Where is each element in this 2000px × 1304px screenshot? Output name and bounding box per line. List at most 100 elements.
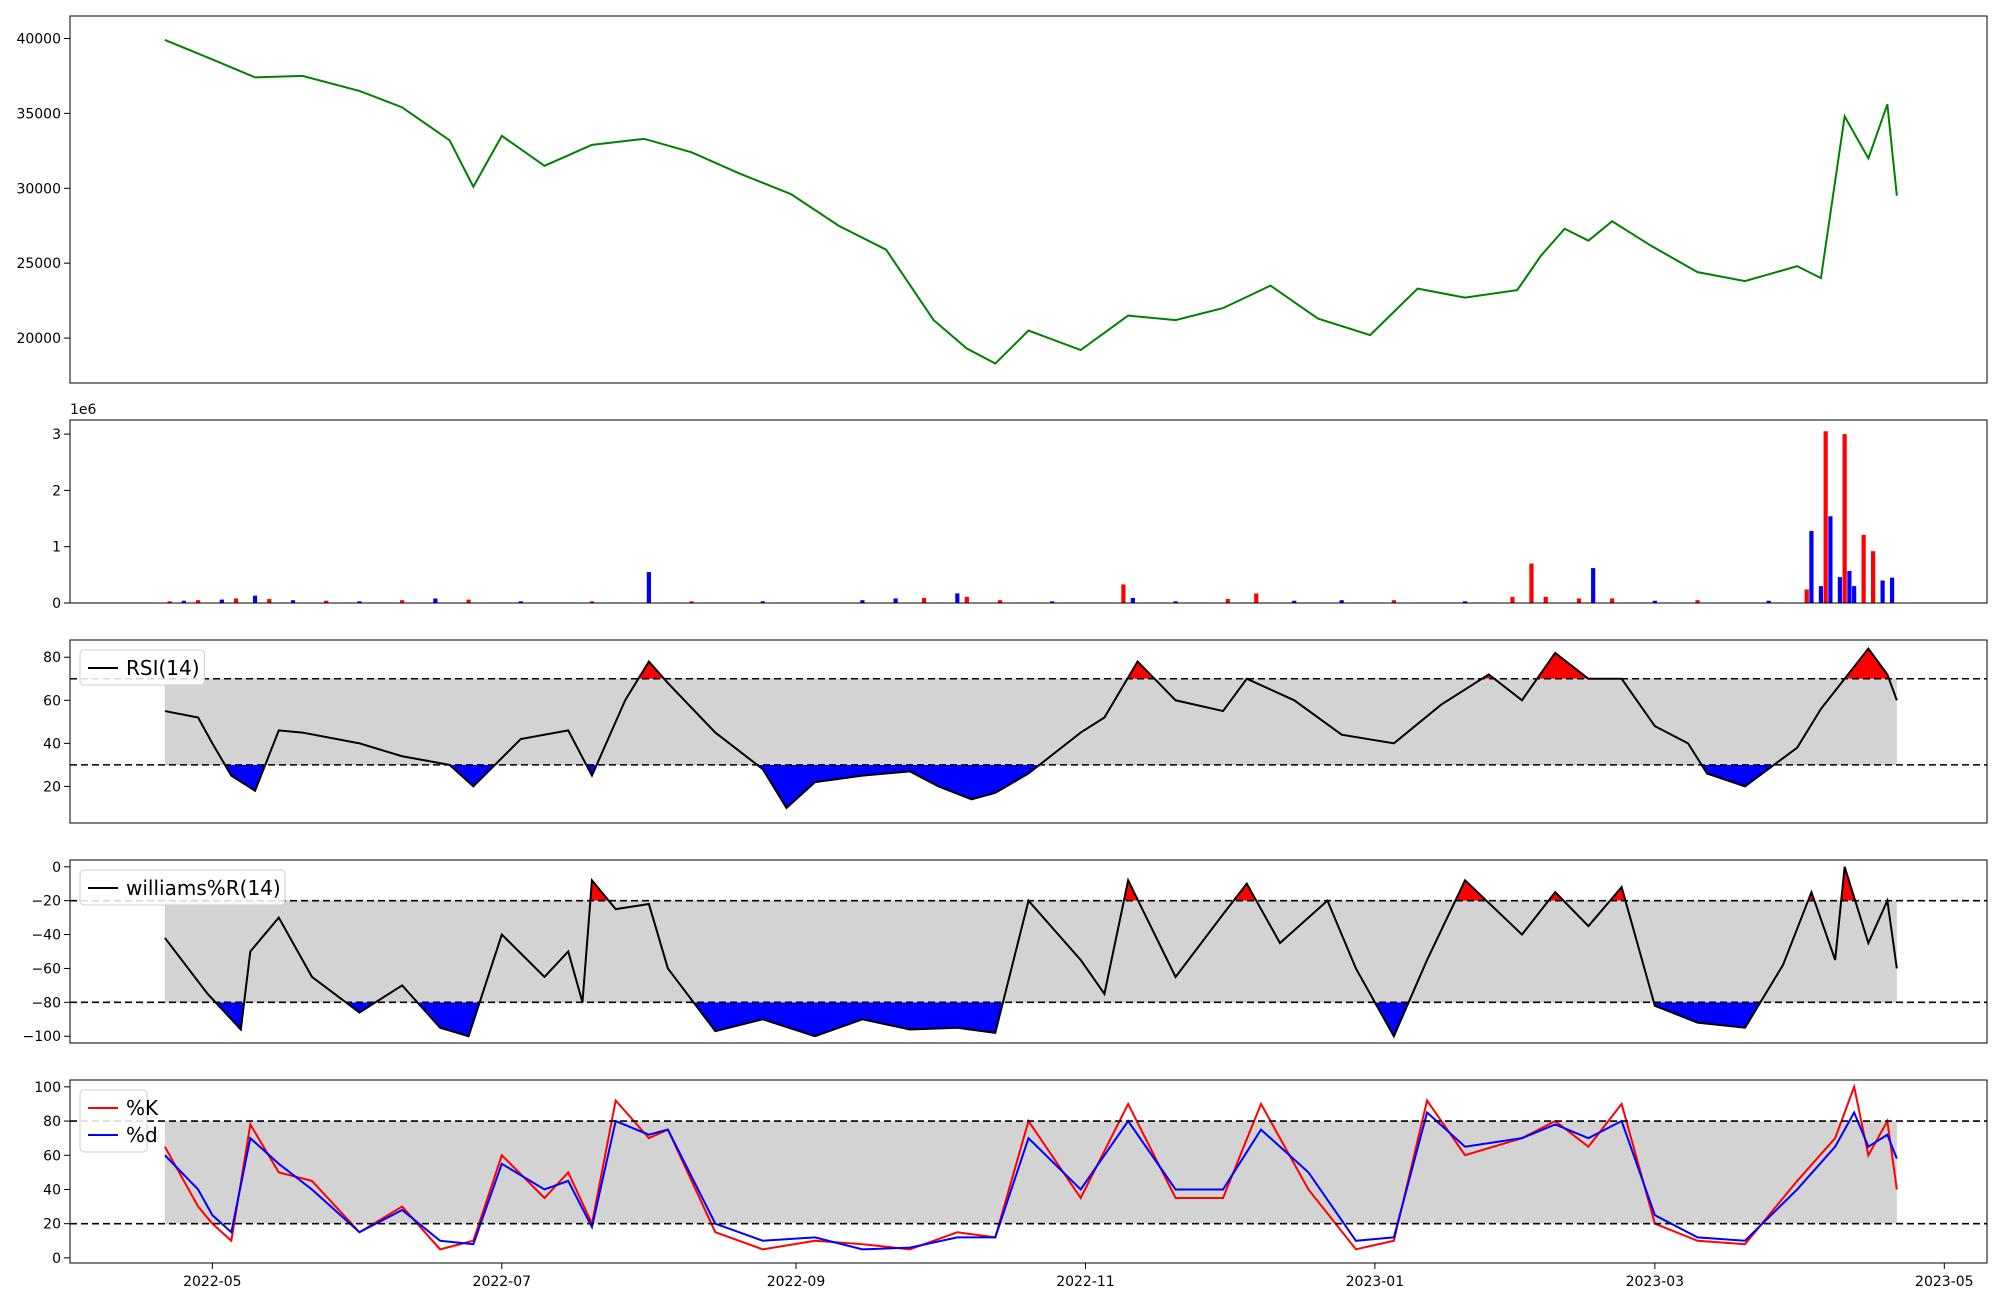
y-tick-label: −60	[31, 961, 61, 977]
legend-label: RSI(14)	[126, 656, 200, 680]
legend-label: %d	[126, 1123, 158, 1147]
legend-box	[79, 869, 286, 906]
volume-bar	[997, 600, 1003, 603]
y-tick-label: 80	[43, 650, 61, 666]
volume-bar	[1652, 600, 1657, 603]
volume-bar	[1842, 434, 1847, 603]
volume-bar	[400, 600, 405, 603]
volume-bar	[357, 601, 362, 603]
x-tick-label: 2022-09	[767, 1274, 826, 1290]
volume-bar	[219, 599, 224, 603]
axis-scale-label: 1e6	[70, 402, 97, 418]
volume-bar	[860, 600, 865, 603]
volume-bar	[955, 593, 960, 603]
panel-stochastic: 0 20 40 60 80 100 2022-05 2022-07 2022-09 2022-11…	[34, 1079, 1988, 1290]
volume-bar	[1695, 600, 1700, 603]
volume-bar	[518, 601, 523, 603]
overbought-fill	[638, 648, 1889, 679]
volume-bar	[646, 572, 651, 603]
volume-bar	[1804, 589, 1809, 603]
volume-bar	[466, 599, 471, 603]
oversold-fill	[215, 1002, 1761, 1037]
x-tick-label: 2023-03	[1626, 1274, 1685, 1290]
y-tick-label: −80	[31, 995, 61, 1011]
threshold-band	[164, 900, 1897, 1003]
volume-bar	[1339, 600, 1344, 603]
volume-bar	[1591, 568, 1596, 603]
x-tick-label: 2023-05	[1915, 1274, 1974, 1290]
y-tick-label: 1	[52, 540, 61, 556]
y-tick-label: 40000	[16, 31, 61, 47]
volume-bar	[167, 601, 172, 603]
volume-bar	[1828, 516, 1833, 603]
volume-bar	[1852, 586, 1857, 603]
volume-bar	[1861, 534, 1866, 603]
plot-area-stochastic	[164, 1083, 1898, 1251]
axes-frame	[69, 419, 1988, 604]
volume-bar	[1292, 600, 1297, 603]
volume-bar	[290, 600, 296, 603]
y-tick-label: 60	[43, 693, 61, 709]
williams-line	[164, 866, 1898, 1039]
volume-bar	[1173, 601, 1178, 603]
legend-box	[79, 649, 205, 686]
volume-bar	[433, 598, 438, 603]
volume-bar	[1610, 598, 1615, 603]
x-tick-label: 2022-07	[473, 1274, 532, 1290]
panel-volume: 0 1 2 3 1e6	[52, 402, 1988, 612]
x-tick-label: 2022-11	[1056, 1274, 1115, 1290]
volume-bar	[964, 596, 969, 603]
volume-bar	[1130, 597, 1135, 603]
y-tick-label: −40	[31, 928, 61, 944]
y-tick-label: 2	[52, 483, 61, 499]
x-tick-label: 2023-01	[1346, 1274, 1405, 1290]
y-tick-label: 30000	[16, 181, 61, 197]
panel-price: 20000 25000 30000 35000 40000	[16, 15, 1988, 384]
volume-bar	[1121, 584, 1126, 603]
plot-area-price	[164, 39, 1898, 365]
y-tick-label: 100	[34, 1080, 61, 1096]
volume-bar	[1529, 563, 1534, 603]
volume-bar	[324, 600, 329, 603]
axes-frame	[69, 1079, 1988, 1264]
y-tick-label: 0	[52, 596, 61, 612]
series-line-d	[164, 1110, 1898, 1251]
volume-bar	[1391, 600, 1396, 603]
volume-bar	[1871, 551, 1876, 603]
y-tick-label: 35000	[16, 106, 61, 122]
panel-rsi: 20 40 60 80 RSI(14)	[43, 639, 1988, 824]
y-tick-label: 60	[43, 1148, 61, 1164]
volume-bar	[1576, 598, 1582, 603]
y-tick-label: 40	[43, 1182, 61, 1198]
legend-label: williams%R(14)	[126, 876, 281, 900]
y-tick-label: 80	[43, 1114, 61, 1130]
volume-bar	[196, 600, 201, 603]
volume-bar	[760, 601, 765, 603]
panel-williams: 0 −20 −40 −60 −80 −100 williams%R(14)	[23, 859, 1988, 1045]
volume-bar	[1837, 577, 1843, 603]
legend-box	[79, 1089, 148, 1153]
plot-area-volume	[167, 431, 1895, 603]
volume-bar	[1823, 431, 1828, 603]
volume-bar	[589, 601, 595, 603]
y-tick-label: 20	[43, 779, 61, 795]
y-tick-label: 20000	[16, 331, 61, 347]
y-tick-label: 20	[43, 1217, 61, 1233]
volume-bar	[1880, 580, 1885, 603]
volume-bar	[1809, 530, 1814, 603]
axes-frame	[69, 639, 1988, 824]
volume-bar	[1889, 577, 1895, 603]
y-tick-label: 0	[52, 1251, 61, 1267]
legend-label: %K	[126, 1096, 159, 1120]
volume-bar	[233, 598, 239, 603]
volume-bar	[1510, 596, 1515, 603]
y-tick-label: 40	[43, 736, 61, 752]
volume-bar	[893, 598, 898, 603]
volume-bar	[1050, 601, 1055, 603]
y-tick-label: −100	[23, 1029, 61, 1045]
volume-bar	[1818, 586, 1824, 603]
legend: williams%R(14)	[79, 869, 286, 906]
rsi-line	[164, 646, 1898, 810]
